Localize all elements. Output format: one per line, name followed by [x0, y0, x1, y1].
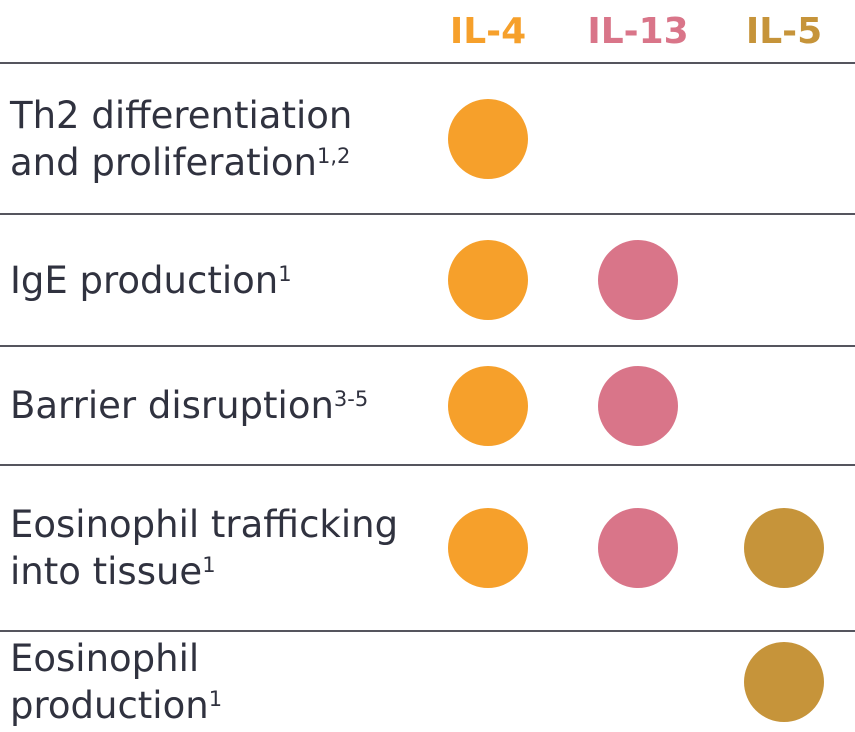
il13-cell: [563, 215, 713, 345]
il-5-marker-dot: [744, 642, 824, 722]
il-4-marker-dot: [448, 508, 528, 588]
column-header-il5: IL-5: [745, 11, 823, 52]
il13-cell: [563, 632, 713, 732]
row-label: Barrier disruption3-5: [10, 384, 369, 427]
table-row: Th2 differentiation and proliferation1,2: [0, 62, 855, 213]
il-5-marker-dot: [744, 508, 824, 588]
il5-cell: [713, 632, 855, 732]
table-row: Eosinophil trafficking into tissue1: [0, 464, 855, 630]
row-label: IgE production1: [10, 258, 292, 302]
il5-cell: [713, 466, 855, 630]
il-4-marker-dot: [448, 240, 528, 320]
table-body: Th2 differentiation and proliferation1,2 …: [0, 62, 855, 732]
il-13-marker-dot: [598, 508, 678, 588]
il4-cell: [413, 466, 563, 630]
il-13-marker-dot: [598, 365, 678, 446]
il13-cell: [563, 466, 713, 630]
reference-superscript: 1: [202, 553, 216, 578]
il4-cell: [413, 632, 563, 732]
il4-cell: [413, 215, 563, 345]
reference-superscript: 1: [208, 687, 223, 712]
il5-cell: [713, 64, 855, 213]
column-header-il13: IL-13: [587, 11, 689, 52]
table-row: Barrier disruption3-5: [0, 345, 855, 464]
reference-superscript: 1: [278, 261, 292, 286]
il13-cell: [563, 347, 713, 464]
reference-superscript: 3-5: [333, 387, 369, 412]
il5-cell: [713, 215, 855, 345]
table-row: IgE production1: [0, 213, 855, 345]
reference-superscript: 1,2: [317, 143, 351, 168]
il5-cell: [713, 347, 855, 464]
column-header-il4: IL-4: [449, 11, 527, 52]
row-label: Th2 differentiation and proliferation1,2: [10, 93, 353, 184]
il4-cell: [413, 347, 563, 464]
header-row: IL-4 IL-13 IL-5: [0, 0, 855, 62]
row-label: Eosinophil trafficking into tissue1: [10, 503, 399, 593]
il-4-marker-dot: [448, 98, 528, 179]
row-label: Eosinophil production1: [10, 637, 223, 727]
il4-cell: [413, 64, 563, 213]
il-13-marker-dot: [598, 240, 678, 320]
il13-cell: [563, 64, 713, 213]
il-4-marker-dot: [448, 365, 528, 446]
table-row: Eosinophil production1: [0, 630, 855, 732]
